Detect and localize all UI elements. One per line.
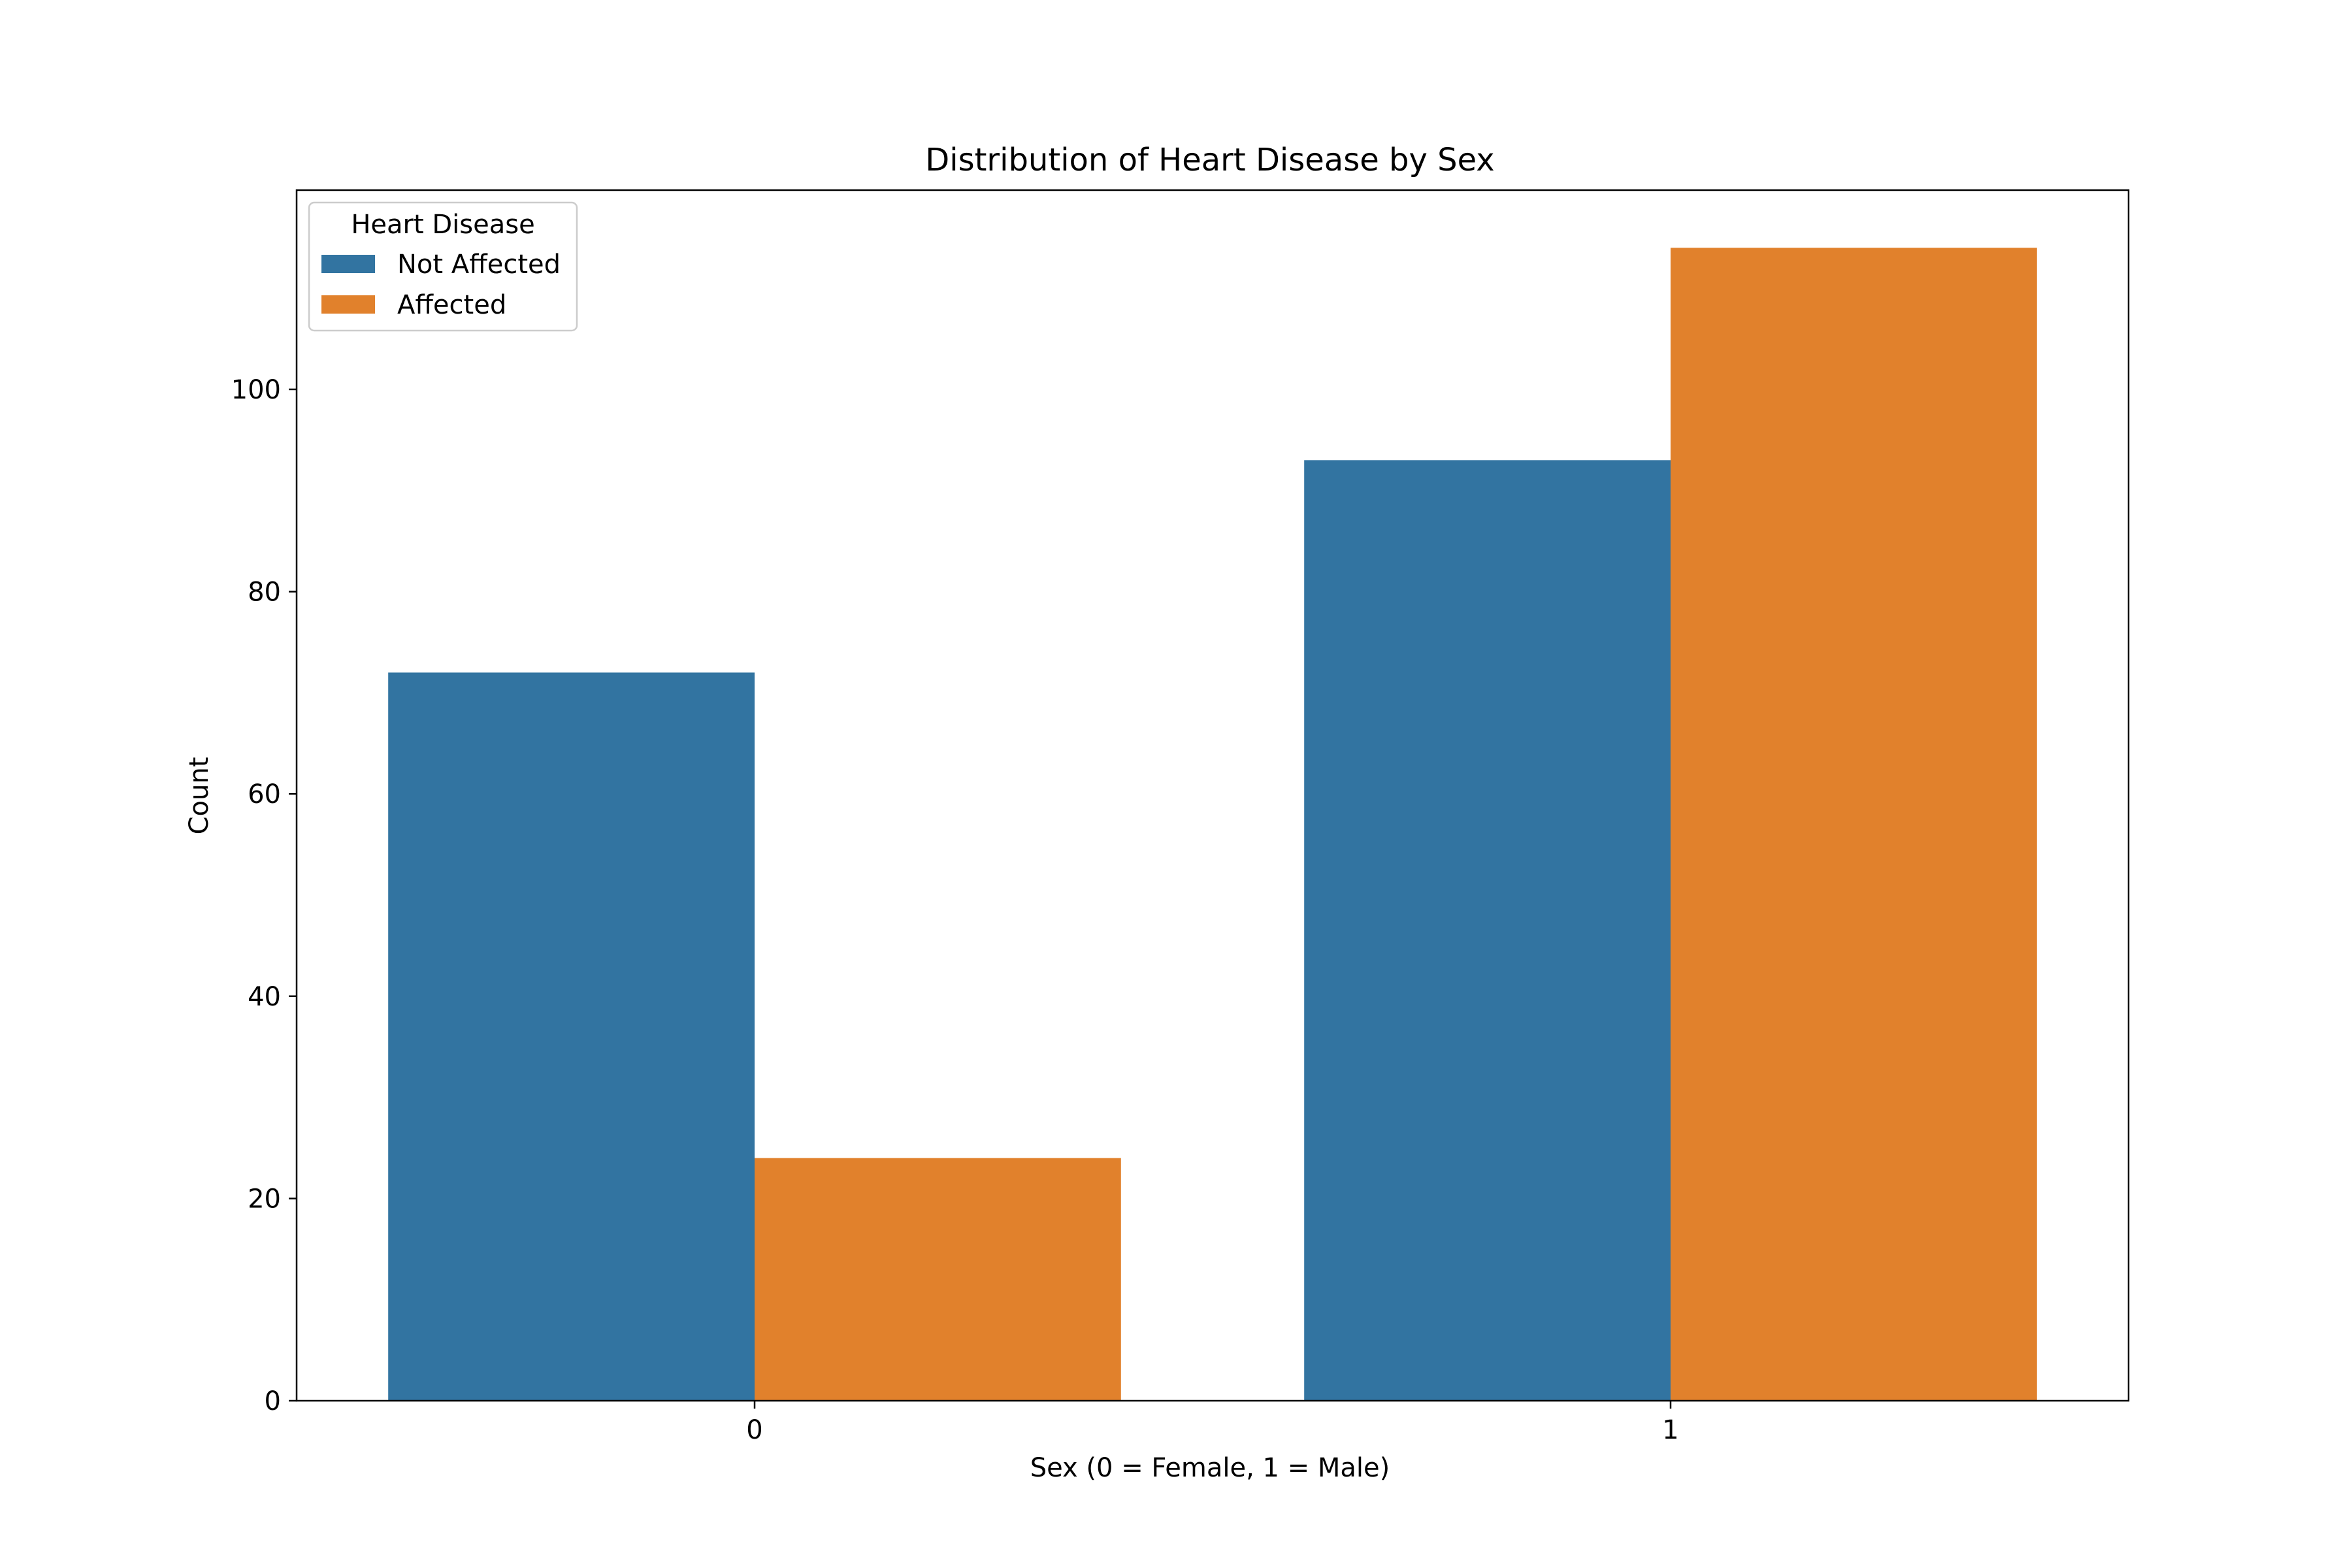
bar-affected-1 bbox=[1671, 248, 2037, 1401]
y-axis: 0 20 40 60 80 100 bbox=[231, 375, 297, 1416]
y-tick-label: 60 bbox=[248, 779, 281, 809]
legend-swatch-affected bbox=[321, 295, 375, 314]
legend-entries: Not Affected Affected bbox=[321, 250, 561, 320]
legend-label-affected: Affected bbox=[397, 290, 506, 320]
y-axis-label: Count bbox=[184, 757, 214, 835]
chart-title: Distribution of Heart Disease by Sex bbox=[925, 142, 1494, 178]
x-axis-label: Sex (0 = Female, 1 = Male) bbox=[1030, 1453, 1390, 1483]
x-tick-label: 1 bbox=[1662, 1415, 1678, 1445]
y-tick-label: 80 bbox=[248, 578, 281, 608]
legend[interactable]: Heart Disease Not Affected Affected bbox=[308, 201, 578, 332]
plot-area bbox=[295, 189, 2130, 1402]
legend-title: Heart Disease bbox=[351, 210, 534, 240]
y-tick-label: 40 bbox=[248, 982, 281, 1012]
bars-group bbox=[388, 248, 2037, 1401]
bar-affected-0 bbox=[755, 1158, 1121, 1401]
x-tick-label: 0 bbox=[746, 1415, 762, 1445]
y-tick-label: 20 bbox=[248, 1184, 281, 1214]
y-tick-label: 100 bbox=[231, 375, 281, 405]
legend-swatch-not-affected bbox=[321, 255, 375, 273]
legend-label-not-affected: Not Affected bbox=[397, 250, 561, 280]
y-tick-label: 0 bbox=[265, 1386, 281, 1416]
bar-not-affected-0 bbox=[388, 672, 755, 1401]
legend-frame bbox=[308, 201, 578, 332]
bar-not-affected-1 bbox=[1304, 460, 1671, 1401]
